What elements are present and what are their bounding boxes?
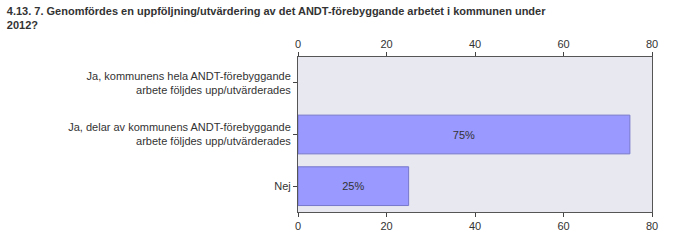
svg-text:Nej: Nej: [274, 180, 291, 192]
svg-text:60: 60: [557, 38, 569, 50]
svg-text:0: 0: [295, 220, 301, 232]
svg-text:60: 60: [557, 220, 569, 232]
svg-text:20: 20: [380, 38, 392, 50]
svg-text:40: 40: [469, 220, 481, 232]
svg-text:80: 80: [646, 220, 658, 232]
svg-text:4.13. 7. Genomfördes en uppföl: 4.13. 7. Genomfördes en uppföljning/utvä…: [7, 5, 546, 31]
svg-text:75%: 75%: [453, 129, 475, 141]
svg-text:80: 80: [646, 38, 658, 50]
svg-text:20: 20: [380, 220, 392, 232]
svg-text:0: 0: [295, 38, 301, 50]
svg-text:Ja, kommunens hela ANDT-föreby: Ja, kommunens hela ANDT-förebyggandearbe…: [87, 70, 292, 96]
svg-text:40: 40: [469, 38, 481, 50]
svg-text:Ja, delar av kommunens ANDT-fö: Ja, delar av kommunens ANDT-förebyggande…: [68, 121, 291, 147]
svg-text:25%: 25%: [342, 180, 364, 192]
